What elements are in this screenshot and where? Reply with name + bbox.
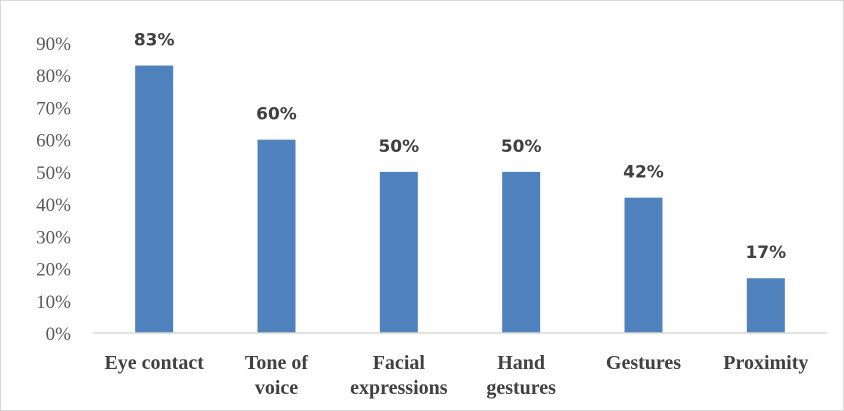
data-labels: 83% 60% 50% 50% 42% 17% [134,31,786,264]
category-label: Proximity [723,352,808,374]
category-label: expressions [350,377,448,399]
category-labels: Eye contact Tone of voice Facial expressions… [104,352,808,399]
y-tick-label: 50% [36,163,71,184]
category-label: voice [255,377,298,399]
data-label: 50% [378,137,419,157]
data-label: 17% [745,243,786,263]
category-label: Eye contact [104,352,204,374]
data-label: 83% [134,31,175,51]
category-label: Gestures [606,352,681,374]
y-tick-label: 60% [36,131,71,152]
y-tick-label: 10% [36,292,71,313]
y-axis-tick-labels: 0% 10% 20% 30% 40% 50% 60% 70% 80% 90% [36,34,71,345]
bar [257,139,296,333]
y-tick-label: 40% [36,195,71,216]
bar-series [135,65,785,334]
data-label: 50% [501,137,542,157]
bar [379,171,418,333]
bar [135,65,174,334]
bar [746,278,785,333]
y-tick-label: 90% [36,34,71,55]
category-label: Hand [497,352,545,374]
y-tick-label: 80% [36,66,71,87]
y-tick-label: 70% [36,98,71,119]
bar [502,171,541,333]
y-tick-label: 0% [46,324,72,345]
bar [624,197,663,333]
data-label: 42% [623,163,664,183]
category-label: gestures [486,377,556,399]
y-tick-label: 20% [36,260,71,281]
category-label: Facial [373,352,426,374]
category-label: Tone of [245,352,309,374]
y-tick-label: 30% [36,227,71,248]
data-label: 60% [256,105,297,125]
